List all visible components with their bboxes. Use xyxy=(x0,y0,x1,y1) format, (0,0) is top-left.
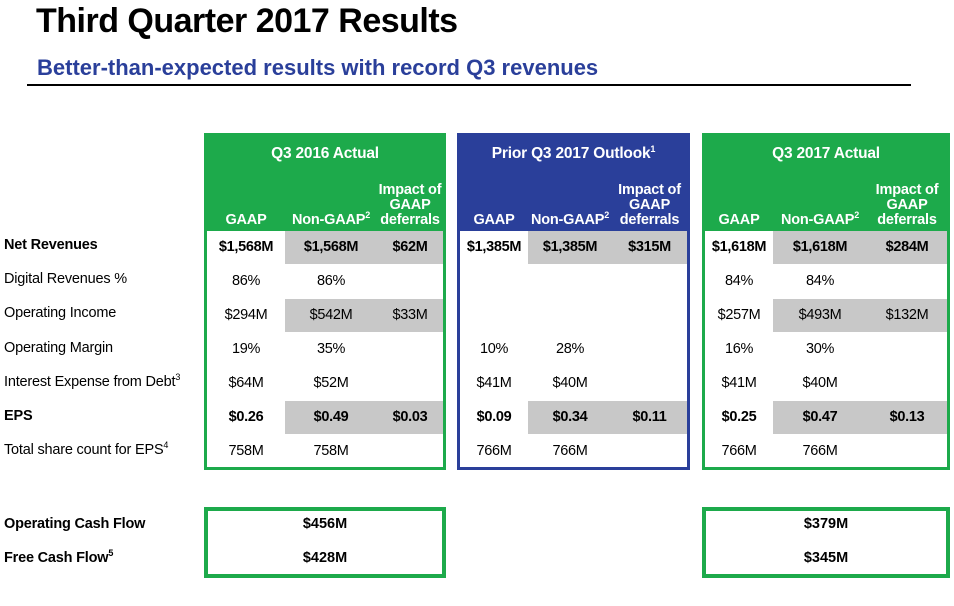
operating-cash-flow-value: $379M xyxy=(803,516,849,532)
cell-value: 16% xyxy=(724,341,754,357)
footnote-marker: 3 xyxy=(175,372,181,383)
col-head-gaap: GAAP xyxy=(225,212,267,228)
cell-value: 35% xyxy=(316,341,346,357)
col-head-non-gaap: Non-GAAP2 xyxy=(530,210,610,228)
col-head-impact: Impact of GAAP deferrals xyxy=(618,182,681,228)
cell-value: $40M xyxy=(552,375,588,391)
cell-value: $0.11 xyxy=(612,401,687,434)
row-label-digital-revenues: Digital Revenues % xyxy=(4,271,127,287)
row-label-operating-cash-flow: Operating Cash Flow xyxy=(4,516,146,532)
row-label-free-cash-flow: Free Cash Flow5 xyxy=(4,548,114,566)
panel-title: Prior Q3 2017 Outlook1 xyxy=(491,143,656,162)
cell-value: $0.13 xyxy=(867,401,947,434)
cell-value: 84% xyxy=(724,273,754,289)
panel-prior-q3-2017-outlook: Prior Q3 2017 Outlook1 GAAP Non-GAAP2 Im… xyxy=(457,133,690,470)
cell-value: $41M xyxy=(476,375,512,391)
cell-value: 86% xyxy=(316,273,346,289)
cell-value: $284M xyxy=(867,231,947,264)
col-head-non-gaap: Non-GAAP2 xyxy=(780,210,860,228)
cell-value: $0.26 xyxy=(228,409,264,425)
free-cash-flow-value: $428M xyxy=(302,550,348,566)
free-cash-flow-value: $345M xyxy=(803,550,849,566)
cell-value: $1,568M xyxy=(285,231,377,264)
panel-header: Prior Q3 2017 Outlook1 GAAP Non-GAAP2 Im… xyxy=(460,136,687,231)
cell-value: $62M xyxy=(377,231,443,264)
cell-value: $0.25 xyxy=(721,409,757,425)
panel-q3-2017-actual: Q3 2017 Actual GAAP Non-GAAP2 Impact of G… xyxy=(702,133,950,470)
panel-q3-2016-actual: Q3 2016 Actual GAAP Non-GAAP2 Impact of G… xyxy=(204,133,446,470)
cell-value: 766M xyxy=(476,443,512,459)
cell-value: $493M xyxy=(773,299,867,332)
cell-value: $40M xyxy=(802,375,838,391)
page-subtitle: Better-than-expected results with record… xyxy=(37,55,599,80)
cell-value: $1,385M xyxy=(528,231,612,264)
row-label-net-revenues: Net Revenues xyxy=(4,237,98,253)
row-label-operating-margin: Operating Margin xyxy=(4,340,113,356)
col-head-gaap: GAAP xyxy=(473,212,515,228)
footnote-marker: 4 xyxy=(163,440,169,451)
cell-value: 758M xyxy=(228,443,264,459)
cell-value: 758M xyxy=(313,443,349,459)
cell-value: $64M xyxy=(228,375,264,391)
cell-value: $257M xyxy=(717,307,761,323)
cell-value: $52M xyxy=(313,375,349,391)
cell-value: 766M xyxy=(802,443,838,459)
cell-value: 86% xyxy=(231,273,261,289)
cell-value: 10% xyxy=(479,341,509,357)
panel-title: Q3 2017 Actual xyxy=(772,145,880,162)
cash-flow-box-q3-2017: $379M $345M xyxy=(702,507,950,578)
row-label-operating-income: Operating Income xyxy=(4,305,117,321)
panel-header: Q3 2016 Actual GAAP Non-GAAP2 Impact of G… xyxy=(207,136,443,231)
cell-value: 766M xyxy=(721,443,757,459)
cell-value: $294M xyxy=(224,307,268,323)
cell-value: $0.34 xyxy=(528,401,612,434)
cell-value: $315M xyxy=(612,231,687,264)
row-label-interest-expense: Interest Expense from Debt3 xyxy=(4,372,181,390)
cell-value: $132M xyxy=(867,299,947,332)
col-head-gaap: GAAP xyxy=(718,212,760,228)
col-head-impact: Impact of GAAP deferrals xyxy=(378,182,442,228)
cell-value: 766M xyxy=(552,443,588,459)
operating-cash-flow-value: $456M xyxy=(302,516,348,532)
page-title: Third Quarter 2017 Results xyxy=(36,2,458,40)
cell-value: 19% xyxy=(231,341,261,357)
cell-value: $1,618M xyxy=(773,231,867,264)
cell-value: 84% xyxy=(805,273,835,289)
cell-value: $0.47 xyxy=(773,401,867,434)
row-label-eps: EPS xyxy=(4,408,33,424)
cell-value: 28% xyxy=(555,341,585,357)
cell-value: 30% xyxy=(805,341,835,357)
cell-value: $0.49 xyxy=(285,401,377,434)
cash-flow-box-q3-2016: $456M $428M xyxy=(204,507,446,578)
cell-value: $0.09 xyxy=(476,409,512,425)
row-label-share-count: Total share count for EPS4 xyxy=(4,440,169,458)
title-divider xyxy=(27,84,911,86)
cell-value: $33M xyxy=(377,299,443,332)
cell-value: $1,385M xyxy=(466,239,522,255)
col-head-non-gaap: Non-GAAP2 xyxy=(291,210,371,228)
cell-value: $1,568M xyxy=(218,239,274,255)
panel-header: Q3 2017 Actual GAAP Non-GAAP2 Impact of G… xyxy=(705,136,947,231)
cell-value: $0.03 xyxy=(377,401,443,434)
cell-value: $542M xyxy=(285,299,377,332)
panel-title: Q3 2016 Actual xyxy=(271,145,379,162)
cell-value: $41M xyxy=(721,375,757,391)
footnote-marker: 5 xyxy=(108,548,114,559)
col-head-impact: Impact of GAAP deferrals xyxy=(875,182,939,228)
cell-value: $1,618M xyxy=(711,239,767,255)
